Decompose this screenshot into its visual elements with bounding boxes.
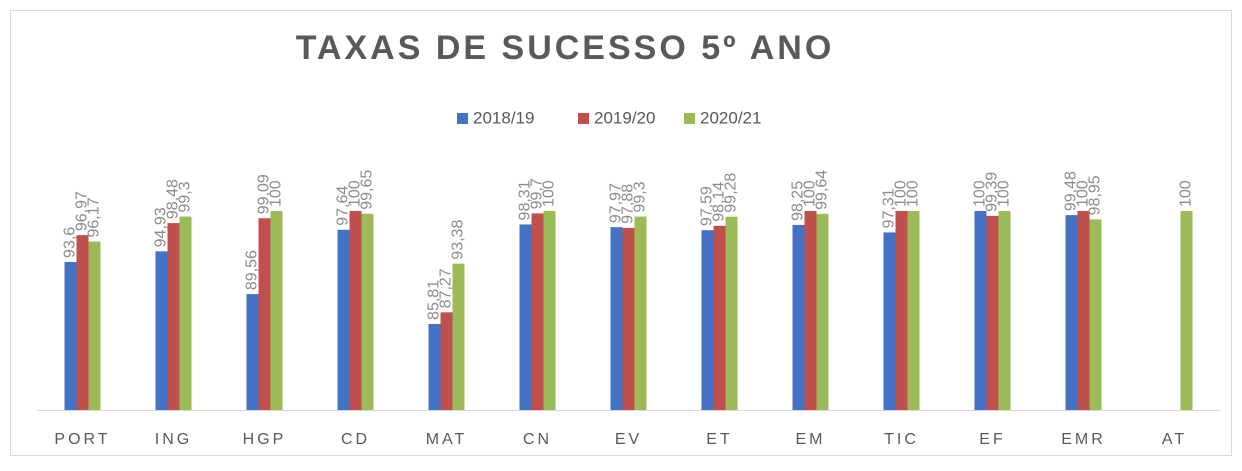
value-label: 98,14: [711, 182, 728, 222]
value-label: 100: [541, 180, 558, 207]
bar: [349, 211, 362, 410]
bar: [804, 211, 817, 410]
value-label: 99,7: [529, 178, 546, 209]
bar: [610, 227, 623, 410]
bar: [361, 213, 374, 410]
value-label: 89,56: [244, 250, 261, 290]
bar: [816, 213, 829, 410]
value-label: 98,25: [790, 181, 807, 221]
bar: [622, 227, 635, 410]
bar: [725, 216, 738, 410]
value-label: 99,39: [984, 172, 1001, 212]
bar: [1065, 215, 1078, 410]
x-tick-label: MAT: [426, 431, 468, 448]
value-label: 100: [972, 180, 989, 207]
value-label: 100: [347, 180, 364, 207]
legend-label: 2019/20: [594, 108, 655, 127]
legend-swatch: [457, 113, 468, 124]
value-label: 97,97: [608, 183, 625, 223]
bar: [452, 263, 465, 410]
value-label: 100: [893, 180, 910, 207]
bar: [907, 211, 920, 410]
bar: [792, 224, 805, 410]
legend-swatch: [578, 113, 589, 124]
bar: [428, 323, 441, 410]
value-label: 93,38: [450, 220, 467, 260]
value-label: 100: [802, 180, 819, 207]
x-tick-label: CD: [341, 431, 370, 448]
bar: [701, 230, 714, 410]
x-tick-label: CN: [523, 431, 552, 448]
value-label: 97,59: [699, 186, 716, 226]
bar: [440, 312, 453, 410]
x-tick-label: EMR: [1061, 431, 1106, 448]
x-tick-label: PORT: [54, 431, 110, 448]
x-tick-label: EF: [979, 431, 1005, 448]
value-label: 94,93: [153, 207, 170, 247]
value-label: 99,64: [814, 170, 831, 210]
value-label: 97,31: [881, 188, 898, 228]
bar: [543, 211, 556, 410]
bar: [1089, 219, 1102, 410]
value-label: 100: [1075, 180, 1092, 207]
bar: [1180, 211, 1193, 410]
x-tick-label: TIC: [884, 431, 919, 448]
value-label: 97,64: [335, 186, 352, 226]
bar: [895, 211, 908, 410]
value-label: 96,97: [74, 191, 91, 231]
legend-swatch: [684, 113, 695, 124]
value-label: 99,09: [256, 174, 273, 214]
x-tick-label: EV: [615, 431, 642, 448]
bar: [713, 225, 726, 410]
bar: [179, 216, 192, 410]
x-tick-label: AT: [1162, 431, 1187, 448]
x-tick-label: ING: [155, 431, 192, 448]
value-label: 93,6: [62, 227, 79, 258]
value-label: 98,31: [517, 180, 534, 220]
bar: [531, 213, 544, 410]
legend-label: 2020/21: [700, 108, 761, 127]
value-label: 99,65: [359, 170, 376, 210]
bar: [88, 241, 101, 410]
bar: [986, 215, 999, 410]
value-label: 99,48: [1063, 171, 1080, 211]
value-label: 99,28: [723, 173, 740, 213]
bar: [270, 211, 283, 410]
value-label: 87,27: [438, 268, 455, 308]
bar: [246, 294, 259, 410]
bar: [998, 211, 1011, 410]
bar: [1077, 211, 1090, 410]
bar: [167, 223, 180, 410]
bar: [519, 224, 532, 410]
value-label: 100: [268, 180, 285, 207]
bar: [64, 261, 77, 410]
value-label: 99,3: [177, 181, 194, 212]
bar: [76, 235, 89, 410]
bar: [634, 216, 647, 410]
value-label: 100: [996, 180, 1013, 207]
value-label: 97,88: [620, 184, 637, 224]
x-tick-label: EM: [796, 431, 826, 448]
bar: [337, 229, 350, 410]
value-label: 96,17: [86, 197, 103, 237]
x-tick-label: ET: [706, 431, 732, 448]
value-label: 85,81: [426, 280, 443, 320]
value-label: 100: [1178, 180, 1195, 207]
chart-title: TAXAS DE SUCESSO 5º ANO: [296, 29, 835, 67]
value-label: 98,48: [165, 179, 182, 219]
bar: [883, 232, 896, 410]
x-tick-label: HGP: [243, 431, 287, 448]
value-label: 100: [905, 180, 922, 207]
value-label: 99,3: [632, 181, 649, 212]
value-label: 98,95: [1087, 175, 1104, 215]
bar: [155, 251, 168, 410]
bar: [258, 218, 271, 410]
bar: [974, 211, 987, 410]
legend-label: 2018/19: [473, 108, 534, 127]
